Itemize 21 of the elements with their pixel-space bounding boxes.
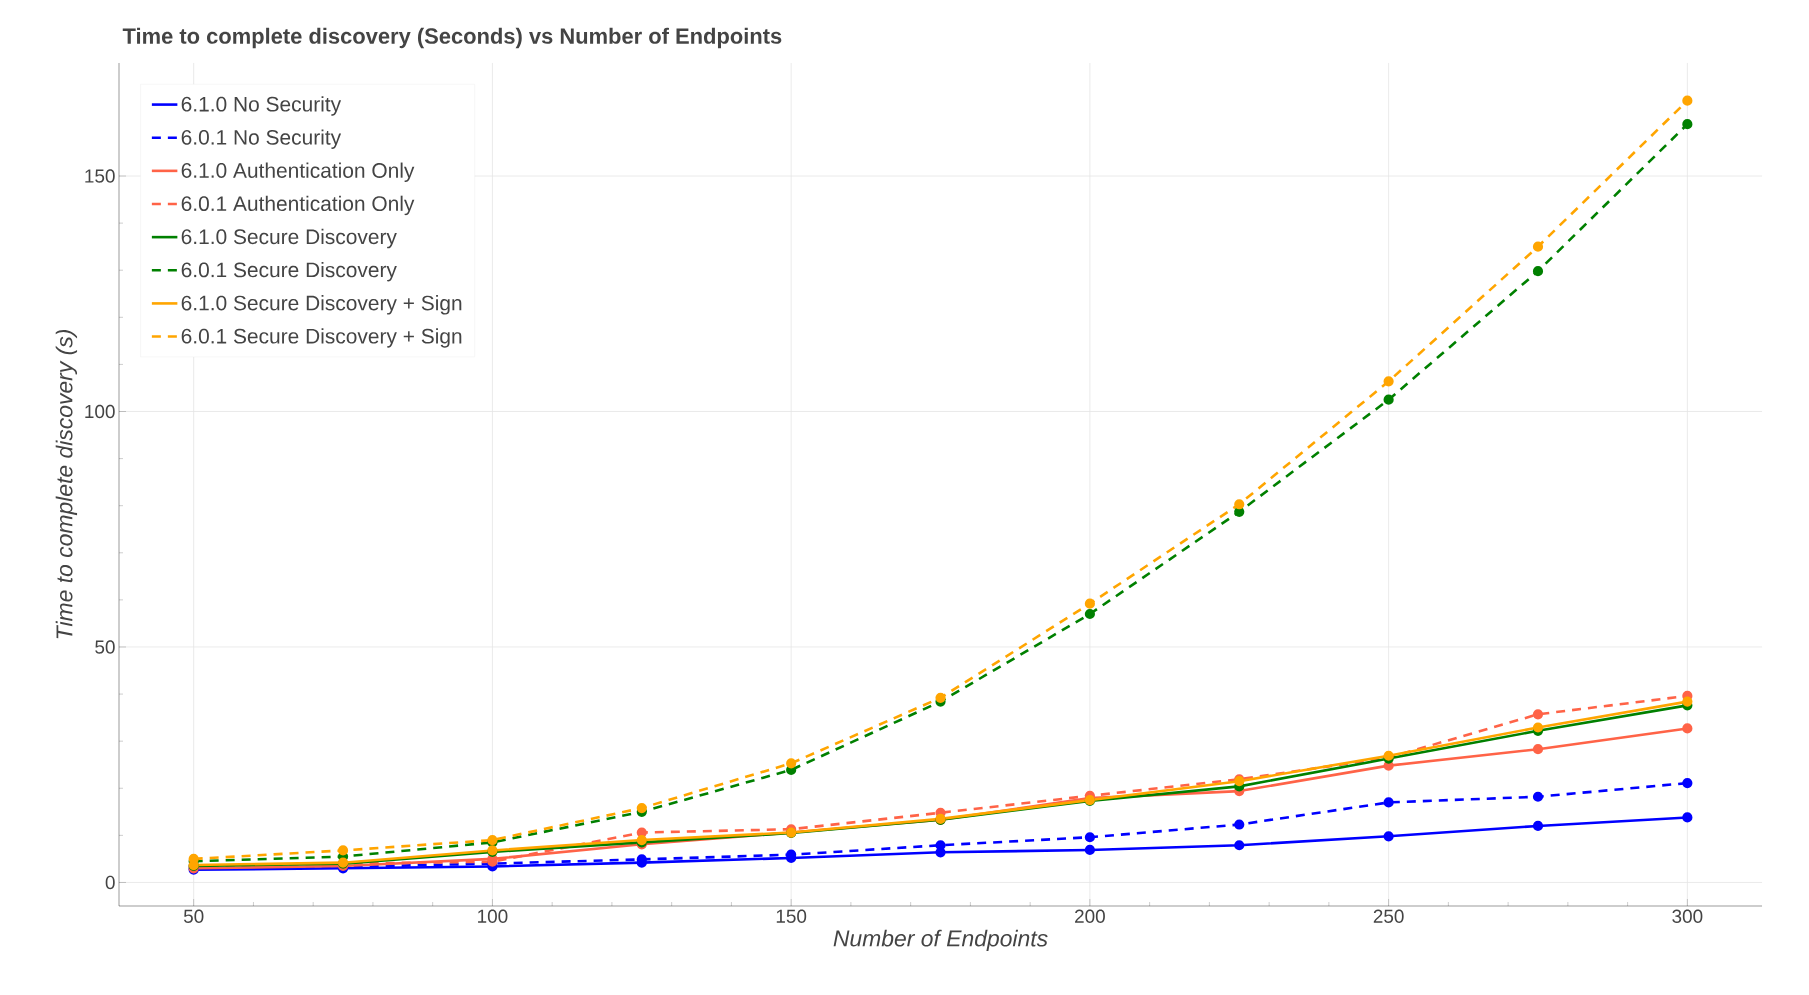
y-tick-label: 100	[85, 404, 115, 419]
y-tick-label: 0	[105, 875, 115, 890]
y-tick-label: 50	[95, 640, 115, 654]
x-tick-label: 150	[776, 909, 807, 923]
legend-label: 6.1.0 Secure Discovery + Sign	[181, 295, 462, 315]
x-tick-label: 200	[1075, 909, 1105, 923]
x-axis-title: Number of Endpoints	[833, 929, 1048, 952]
chart-title: Time to complete discovery (Seconds) vs Number of Endpoints	[122, 27, 782, 49]
legend-label: 6.1.0 Authentication Only	[181, 162, 415, 183]
legend-label: 6.1.0 Secure Discovery	[181, 228, 397, 249]
x-tick-label: 300	[1672, 909, 1703, 923]
legend-label: 6.0.1 Secure Discovery	[181, 261, 397, 282]
x-tick-label: 50	[183, 909, 204, 923]
legend-label: 6.0.1 Authentication Only	[181, 195, 415, 216]
x-tick-label: 250	[1373, 909, 1404, 923]
legend-label: 6.0.1 Secure Discovery + Sign	[181, 328, 462, 348]
legend-label: 6.0.1 No Security	[181, 129, 342, 149]
y-axis-title: Time to complete discovery (s)	[55, 330, 78, 639]
y-tick-label: 150	[85, 169, 115, 183]
x-tick-label: 100	[478, 909, 508, 923]
legend-label: 6.1.0 No Security	[181, 96, 342, 116]
